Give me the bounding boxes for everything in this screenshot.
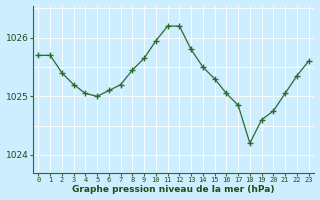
X-axis label: Graphe pression niveau de la mer (hPa): Graphe pression niveau de la mer (hPa)	[72, 185, 275, 194]
